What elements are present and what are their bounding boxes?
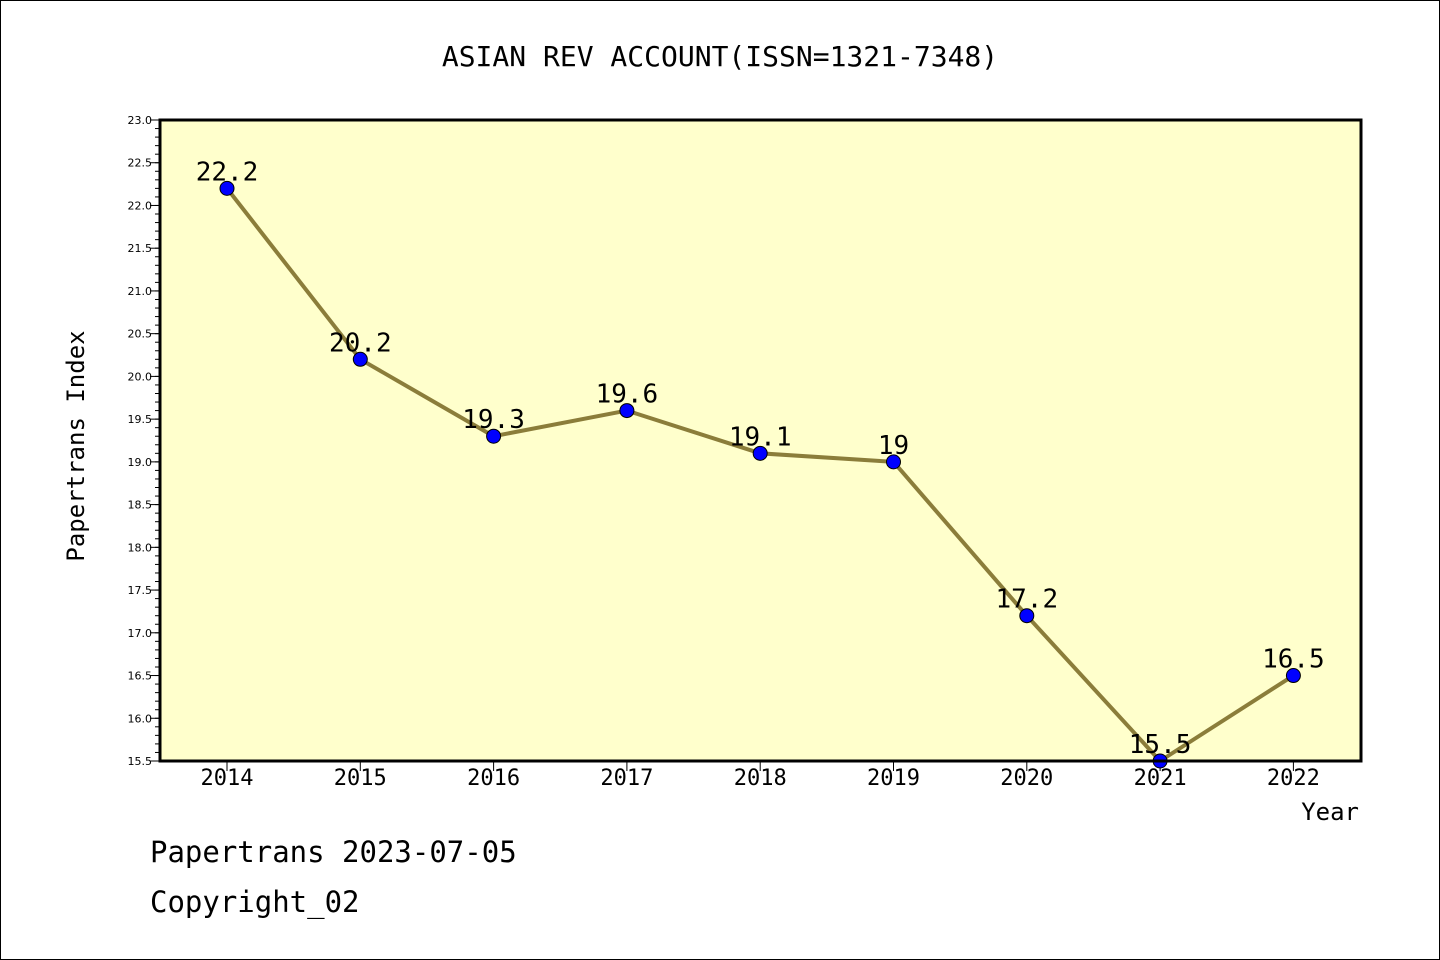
y-major-ticks: 15.5 16.0 16.5 17.0 17.5 18.0 18.5 19.0 19.5 20.0… (128, 114, 160, 768)
y-tick-label: 20.5 (128, 328, 153, 341)
x-tick-label: 2018 (734, 766, 787, 791)
x-ticks: 2014 2015 2016 2017 2018 2019 2020 2021 2022 (201, 761, 1320, 791)
data-label: 19.6 (596, 380, 659, 410)
y-tick-label: 16.0 (128, 712, 153, 725)
data-label: 15.5 (1129, 730, 1192, 760)
y-tick-label: 22.5 (128, 157, 153, 170)
y-tick-label: 20.0 (128, 370, 153, 383)
x-tick-label: 2021 (1134, 766, 1187, 791)
data-point-marker (1285, 668, 1301, 684)
data-point-marker (886, 454, 901, 470)
x-tick-label: 2015 (334, 766, 387, 791)
data-labels: 22.2 20.2 19.3 19.6 19.1 19 17.2 15.5 16.5 (196, 157, 1325, 760)
data-label: 20.2 (329, 328, 392, 358)
x-tick-label: 2017 (600, 766, 653, 791)
y-tick-label: 15.5 (128, 755, 153, 768)
footer-date: Papertrans 2023-07-05 (150, 835, 517, 869)
y-tick-label: 19.5 (128, 413, 153, 426)
data-point-marker (619, 403, 635, 419)
y-tick-label: 18.0 (128, 541, 153, 554)
data-label: 19 (878, 431, 909, 461)
footer-copyright: Copyright_02 (150, 885, 360, 919)
y-tick-label: 16.5 (128, 670, 153, 683)
x-tick-label: 2022 (1267, 766, 1320, 791)
data-point-marker (219, 180, 235, 196)
x-tick-label: 2019 (867, 766, 920, 791)
chart-title: ASIAN REV ACCOUNT(ISSN=1321-7348) (442, 40, 998, 73)
x-tick-label: 2016 (467, 766, 520, 791)
data-point-marker (752, 445, 768, 461)
plot-area (160, 120, 1361, 761)
y-tick-label: 22.0 (128, 199, 153, 212)
y-axis-label: Papertrans Index (62, 330, 90, 561)
y-tick-label: 18.5 (128, 499, 153, 512)
x-tick-label: 2014 (201, 766, 254, 791)
y-tick-label: 23.0 (128, 114, 153, 127)
data-point-marker (486, 428, 502, 444)
data-point-marker (1019, 608, 1035, 624)
y-tick-label: 17.0 (128, 627, 153, 640)
data-label: 22.2 (196, 157, 259, 187)
y-tick-label: 21.0 (128, 285, 153, 298)
data-label: 19.1 (729, 422, 792, 452)
x-tick-label: 2020 (1000, 766, 1053, 791)
plot-border (158, 118, 1363, 763)
data-label: 17.2 (995, 585, 1058, 615)
data-label: 16.5 (1262, 645, 1325, 675)
data-point-marker (352, 351, 368, 367)
y-tick-label: 19.0 (128, 456, 153, 469)
y-tick-label: 17.5 (128, 584, 153, 597)
data-label: 19.3 (462, 405, 525, 435)
x-axis-label: Year (1301, 798, 1359, 826)
y-tick-label: 21.5 (128, 242, 153, 255)
